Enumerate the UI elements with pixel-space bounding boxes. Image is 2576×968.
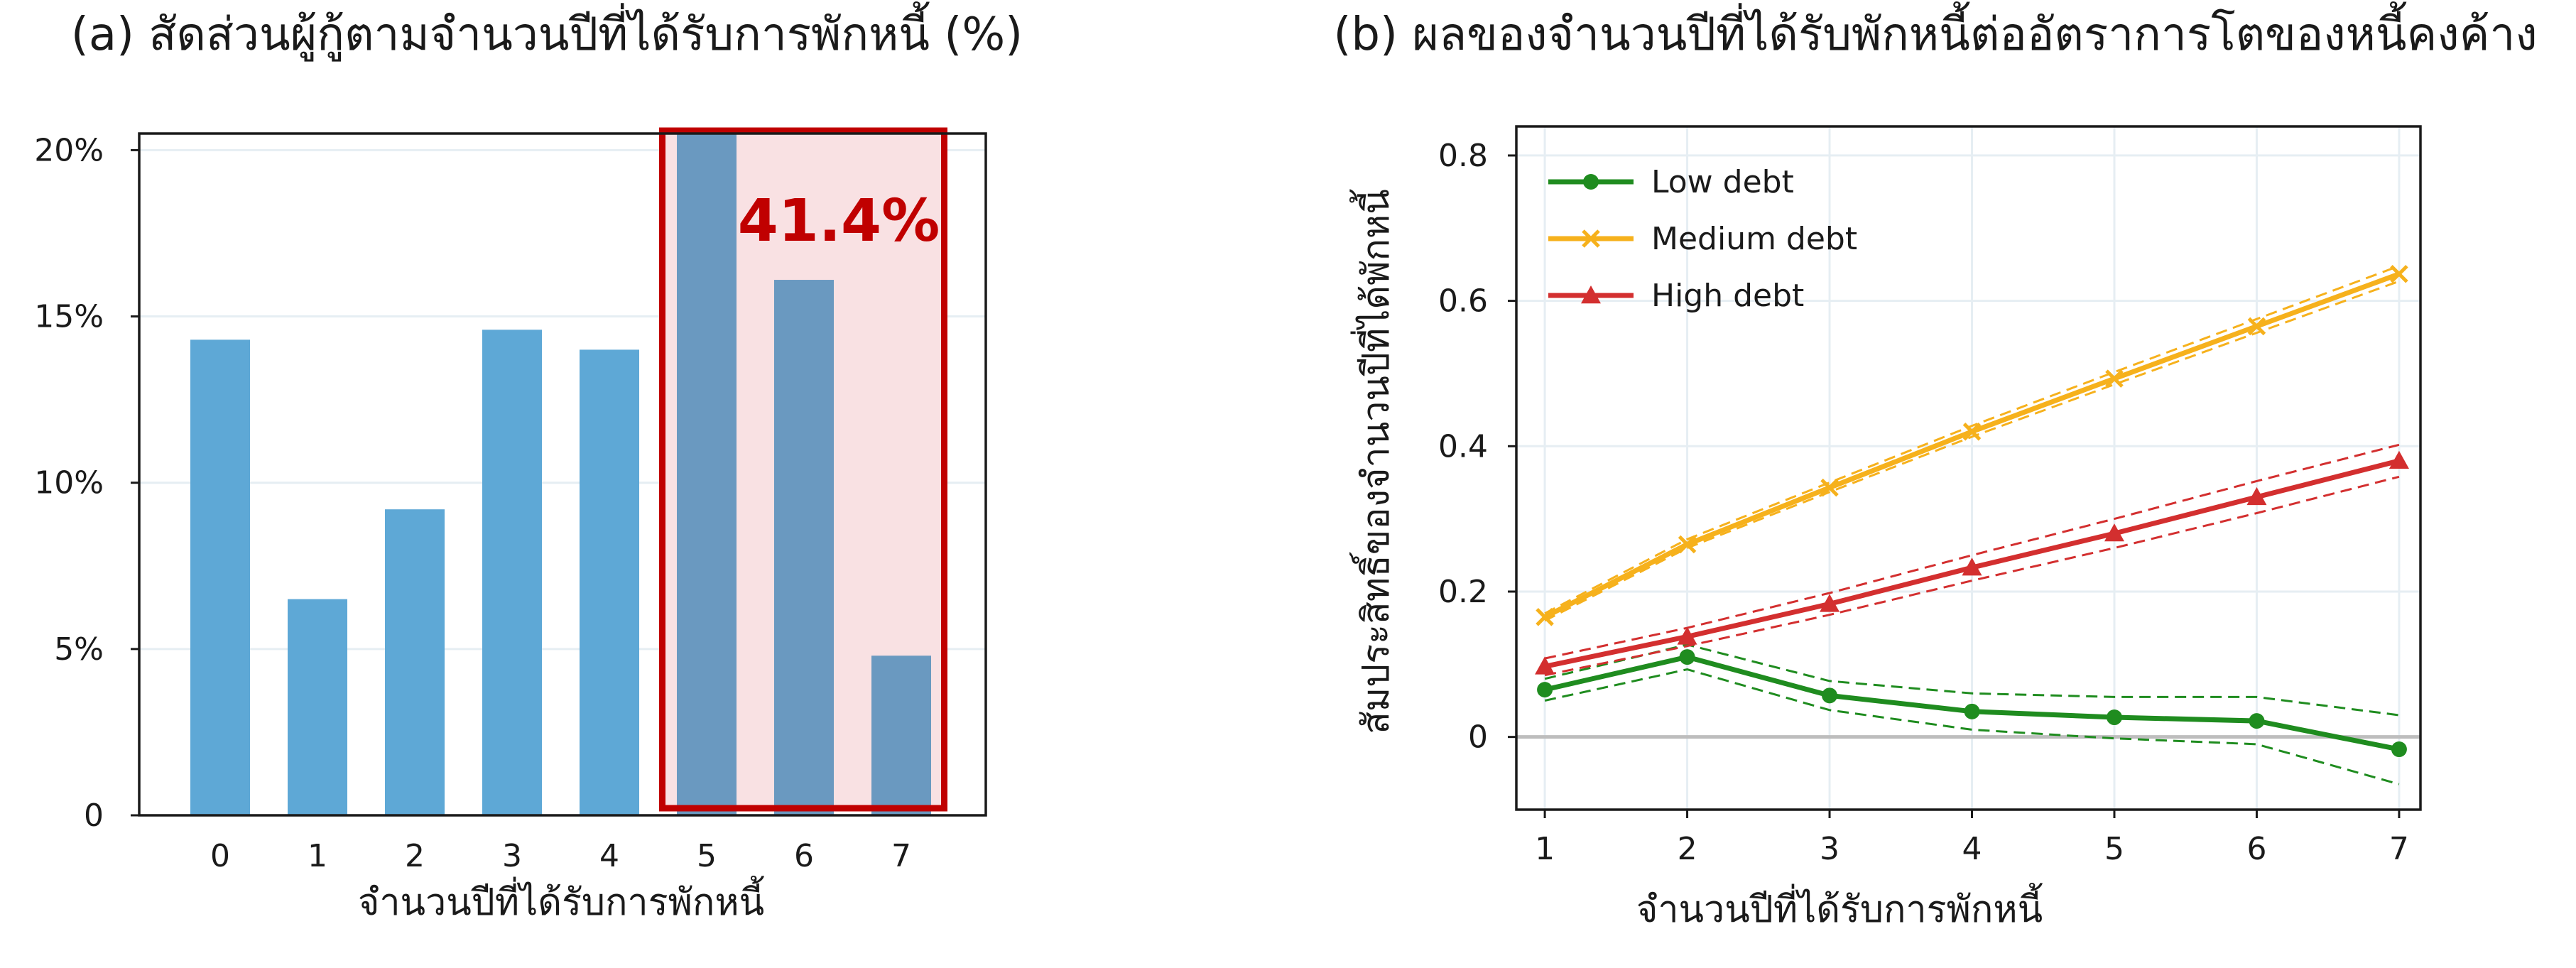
data-point	[2249, 713, 2265, 729]
x-tick-label: 6	[2246, 831, 2266, 867]
panel-b-x-ticks: 1 2 3 4 5 6 7	[1535, 810, 2409, 867]
bar-3	[482, 330, 542, 815]
legend-item: Low debt	[1548, 164, 1794, 200]
panel-a-bar-chart: (a) สัดส่วนผู้กู้ตามจำนวนปีที่ได้รับการพ…	[34, 1, 1023, 924]
x-tick-label: 7	[891, 838, 911, 874]
legend-marker	[1581, 285, 1601, 304]
x-tick-label: 3	[1820, 831, 1839, 867]
y-tick-label: 10%	[34, 465, 104, 501]
x-tick-label: 7	[2389, 831, 2409, 867]
data-point	[1964, 703, 1980, 719]
y-tick-label: 0.4	[1438, 428, 1488, 464]
x-tick-label: 4	[1962, 831, 1982, 867]
x-tick-label: 2	[1678, 831, 1697, 867]
x-tick-label: 3	[502, 838, 522, 874]
legend-label: Low debt	[1651, 164, 1794, 200]
data-point	[2391, 741, 2407, 758]
bar-4	[580, 349, 639, 815]
bar-1	[288, 599, 347, 815]
panel-b-line-chart: (b) ผลของจำนวนปีที่ได้รับพักหนี้ต่ออัตรา…	[1333, 1, 2537, 931]
y-tick-label: 0	[1468, 719, 1488, 756]
series-medium-debt	[1536, 264, 2408, 626]
panel-b-axes-frame	[1515, 125, 2422, 811]
data-point	[1962, 558, 1982, 576]
x-tick-label: 5	[697, 838, 717, 874]
data-point	[1820, 594, 1840, 612]
data-point	[1962, 423, 1982, 441]
panel-b-legend: Low debt Medium debt High debt	[1548, 164, 1857, 314]
y-tick-label: 0	[84, 798, 104, 834]
data-point	[1822, 687, 1838, 704]
y-tick-label: 15%	[34, 299, 104, 335]
bar-7	[871, 656, 931, 815]
ci-lower-line	[1544, 668, 2400, 785]
panel-b-series	[1535, 264, 2409, 785]
data-point	[1820, 478, 1839, 497]
legend-marker	[1582, 229, 1600, 248]
bar-0	[190, 339, 250, 816]
x-tick-label: 6	[794, 838, 814, 874]
x-tick-label: 4	[599, 838, 619, 874]
legend-label: Medium debt	[1651, 221, 1857, 257]
y-tick-label: 0.8	[1438, 138, 1488, 174]
panel-a-y-ticks: 0 5% 10% 15% 20%	[34, 132, 139, 834]
data-point	[1536, 608, 1554, 626]
panel-a-x-ticks: 0 1 2 3 4 5 6 7	[210, 838, 911, 874]
legend-label: High debt	[1651, 278, 1804, 314]
panel-a-x-axis-label: จำนวนปีที่ได้รับการพักหนี้	[358, 876, 764, 924]
data-point	[1535, 656, 1555, 675]
ci-upper-line	[1544, 643, 2400, 717]
ci-lower-line	[1544, 280, 2400, 622]
data-point	[1677, 626, 1697, 645]
y-tick-label: 5%	[54, 631, 104, 668]
y-tick-label: 0.2	[1438, 574, 1488, 610]
panel-a-axes-frame	[138, 132, 987, 817]
series-high-debt	[1535, 443, 2409, 677]
data-point	[1678, 535, 1697, 554]
legend-item: High debt	[1548, 278, 1804, 314]
highlight-annotation: 41.4%	[738, 187, 940, 255]
data-point	[1537, 682, 1553, 698]
series-low-debt	[1537, 643, 2407, 785]
data-point	[2246, 486, 2267, 506]
legend-item: Medium debt	[1548, 221, 1857, 257]
bar-2	[385, 509, 445, 815]
bar-5	[677, 134, 737, 815]
x-tick-label: 0	[210, 838, 230, 874]
x-tick-label: 5	[2104, 831, 2124, 867]
y-tick-label: 20%	[34, 132, 104, 168]
data-point	[1679, 649, 1695, 665]
panel-a-title: (a) สัดส่วนผู้กู้ตามจำนวนปีที่ได้รับการพ…	[71, 1, 1023, 62]
data-point	[2104, 523, 2124, 542]
legend-marker	[1583, 174, 1599, 190]
data-point	[2390, 264, 2408, 283]
ci-upper-line	[1544, 265, 2400, 615]
ci-lower-line	[1544, 475, 2400, 677]
data-point	[2388, 450, 2409, 469]
x-tick-label: 1	[1535, 831, 1555, 867]
data-point	[2106, 709, 2122, 726]
data-point	[2105, 369, 2124, 388]
panel-b-title: (b) ผลของจำนวนปีที่ได้รับพักหนี้ต่ออัตรา…	[1333, 1, 2537, 61]
panel-a-bars	[190, 134, 931, 816]
y-tick-label: 0.6	[1438, 283, 1488, 320]
panel-b-y-axis-label: สัมประสิทธิ์ของจำนวนปีที่ได้พักหนี้	[1349, 189, 1398, 734]
panel-b-x-axis-label: จำนวนปีที่ได้รับการพักหนี้	[1636, 883, 2043, 931]
x-tick-label: 2	[405, 838, 425, 874]
highlight-border	[659, 127, 947, 812]
panel-b-y-ticks: 0 0.2 0.4 0.6 0.8	[1438, 138, 1516, 756]
bar-6	[774, 280, 834, 815]
data-point	[2247, 317, 2266, 336]
x-tick-label: 1	[308, 838, 327, 874]
